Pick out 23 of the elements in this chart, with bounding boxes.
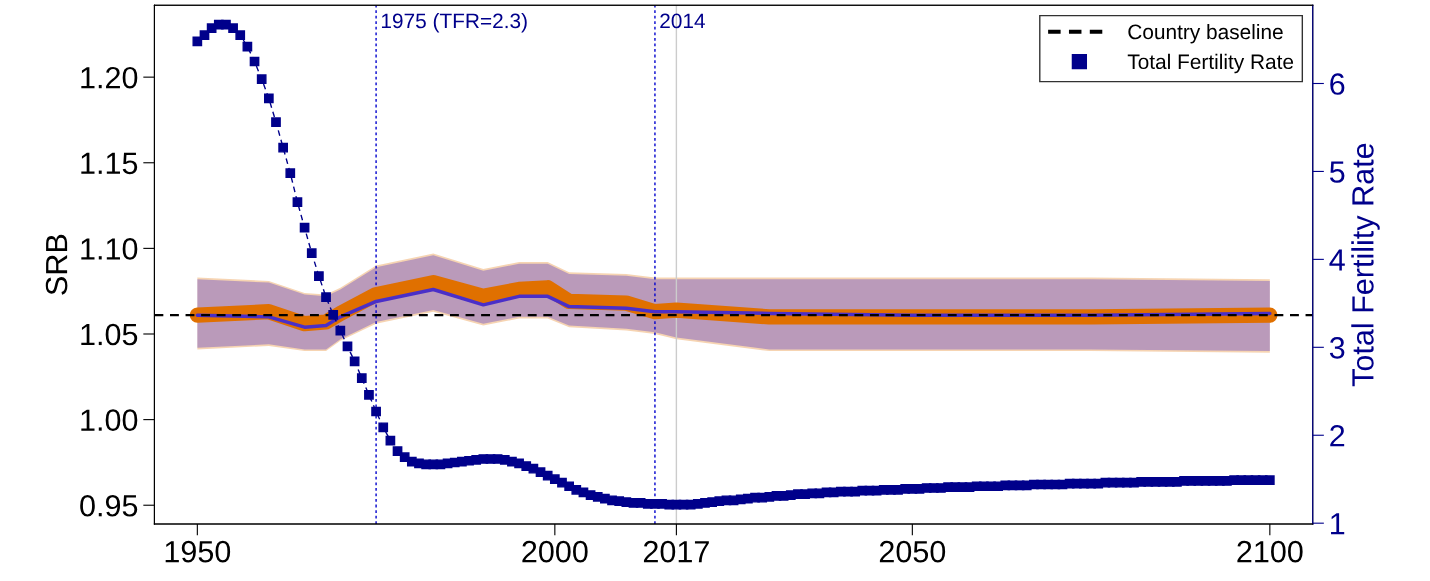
y2-tick-label: 1: [1331, 513, 1345, 535]
y-tick-label: 1.00: [81, 409, 138, 431]
x-tick-label: 2000: [522, 540, 588, 563]
ref-line-label: 1975 (TFR=2.3): [381, 13, 527, 33]
x-tick-label: 1950: [165, 540, 231, 563]
x-tick-label: 2100: [1237, 540, 1303, 563]
y2-tick-label: 4: [1329, 249, 1345, 271]
y2-tick-label: 2: [1330, 424, 1345, 447]
x-tick-label: 2017: [643, 540, 709, 563]
y-axis-title: SRB: [45, 234, 68, 295]
y2-tick-label: 5: [1329, 161, 1345, 183]
y2-tick-label: 6: [1330, 73, 1345, 95]
y2-axis-title: Total Fertility Rate: [1351, 143, 1380, 387]
y-tick-label: 1.10: [81, 238, 138, 260]
legend-label: Total Fertility Rate: [1127, 53, 1294, 74]
legend-label: Country baseline: [1128, 23, 1283, 44]
ref-line-label: 2014: [660, 13, 705, 29]
x-tick-label: 2050: [879, 540, 946, 563]
y2-tick-label: 3: [1329, 337, 1345, 359]
y-tick-label: 1.05: [81, 323, 138, 346]
y-tick-label: 1.20: [81, 66, 138, 89]
y-tick-label: 0.95: [80, 494, 138, 517]
y-tick-label: 1.15: [81, 152, 138, 175]
